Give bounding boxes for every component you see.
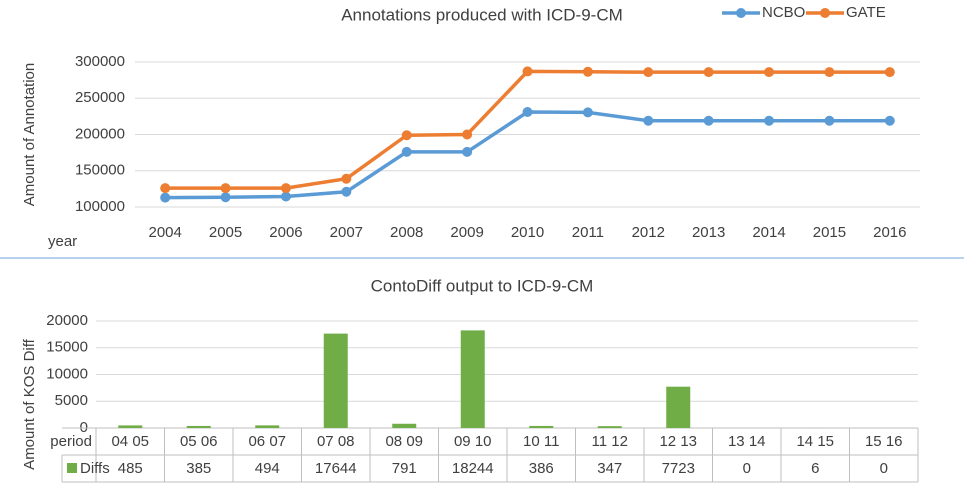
y-tick-label: 300000 — [75, 53, 125, 70]
y-tick-label: 20000 — [46, 312, 88, 329]
y-tick-label: 5000 — [55, 392, 88, 409]
table-value: 0 — [743, 460, 751, 477]
bar — [598, 426, 622, 428]
bar — [392, 424, 416, 428]
point — [462, 130, 472, 140]
x-tick-label: 2005 — [209, 224, 242, 241]
point — [341, 174, 351, 184]
table-value: 385 — [186, 460, 211, 477]
x-tick-label: 07 08 — [317, 433, 355, 450]
point — [221, 192, 231, 202]
point — [885, 67, 895, 77]
point — [824, 67, 834, 77]
bar — [461, 330, 485, 428]
legend-label: Diffs — [80, 460, 110, 477]
point — [160, 193, 170, 203]
table-value: 494 — [255, 460, 280, 477]
y-tick-label: 10000 — [46, 365, 88, 382]
legend-marker — [736, 8, 746, 18]
x-tick-label: 2010 — [511, 224, 544, 241]
x-tick-label: 14 15 — [796, 433, 834, 450]
point — [643, 116, 653, 126]
table-header: period — [50, 433, 92, 450]
x-tick-label: 2004 — [149, 224, 182, 241]
x-tick-label: 2009 — [450, 224, 483, 241]
x-tick-label: 05 06 — [180, 433, 218, 450]
point — [764, 67, 774, 77]
legend-label: GATE — [846, 4, 886, 21]
point — [402, 130, 412, 140]
point — [583, 67, 593, 77]
x-tick-label: 2016 — [873, 224, 906, 241]
table-value: 485 — [118, 460, 143, 477]
table-value: 17644 — [315, 460, 357, 477]
bar — [255, 425, 279, 428]
point — [583, 107, 593, 117]
bar — [324, 334, 348, 428]
x-tick-label: 2006 — [269, 224, 302, 241]
x-axis-label: year — [48, 233, 77, 250]
legend-key — [67, 463, 77, 473]
x-tick-label: 12 13 — [659, 433, 697, 450]
x-tick-label: 2014 — [752, 224, 785, 241]
series-line — [165, 112, 890, 198]
table-value: 0 — [880, 460, 888, 477]
bar — [529, 426, 553, 428]
x-tick-label: 04 05 — [111, 433, 149, 450]
legend-label: NCBO — [762, 4, 805, 21]
point — [704, 116, 714, 126]
point — [160, 183, 170, 193]
x-tick-label: 08 09 — [385, 433, 423, 450]
y-tick-label: 15000 — [46, 339, 88, 356]
bar — [118, 425, 142, 428]
point — [281, 183, 291, 193]
y-tick-label: 150000 — [75, 162, 125, 179]
y-tick-label: 100000 — [75, 198, 125, 215]
point — [462, 147, 472, 157]
table-value: 347 — [597, 460, 622, 477]
point — [643, 67, 653, 77]
chart-title: Annotations produced with ICD-9-CM — [341, 5, 623, 24]
table-value: 18244 — [452, 460, 494, 477]
x-tick-label: 2012 — [632, 224, 665, 241]
point — [221, 183, 231, 193]
table-value: 791 — [392, 460, 417, 477]
point — [523, 66, 533, 76]
y-axis-label: Amount of Annotation — [21, 63, 38, 206]
x-tick-label: 2013 — [692, 224, 725, 241]
bar — [666, 387, 690, 428]
legend-marker — [820, 8, 830, 18]
x-tick-label: 10 11 — [523, 433, 559, 450]
point — [764, 116, 774, 126]
x-tick-label: 11 12 — [592, 433, 628, 450]
y-tick-label: 250000 — [75, 89, 125, 106]
x-tick-label: 15 16 — [865, 433, 903, 450]
chart-title: ContoDiff output to ICD-9-CM — [371, 276, 594, 295]
x-tick-label: 13 14 — [728, 433, 766, 450]
point — [402, 147, 412, 157]
x-tick-label: 2011 — [572, 224, 604, 241]
x-tick-label: 2015 — [813, 224, 846, 241]
point — [704, 67, 714, 77]
x-tick-label: 06 07 — [248, 433, 286, 450]
table-value: 386 — [529, 460, 554, 477]
table-value: 6 — [811, 460, 819, 477]
x-tick-label: 2008 — [390, 224, 423, 241]
x-tick-label: 09 10 — [454, 433, 492, 450]
point — [341, 187, 351, 197]
table-value: 7723 — [662, 460, 695, 477]
x-tick-label: 2007 — [330, 224, 363, 241]
y-axis-label: Amount of KOS Diff — [21, 338, 38, 469]
y-tick-label: 200000 — [75, 125, 125, 142]
point — [824, 116, 834, 126]
point — [523, 107, 533, 117]
point — [885, 116, 895, 126]
bar — [187, 426, 211, 428]
